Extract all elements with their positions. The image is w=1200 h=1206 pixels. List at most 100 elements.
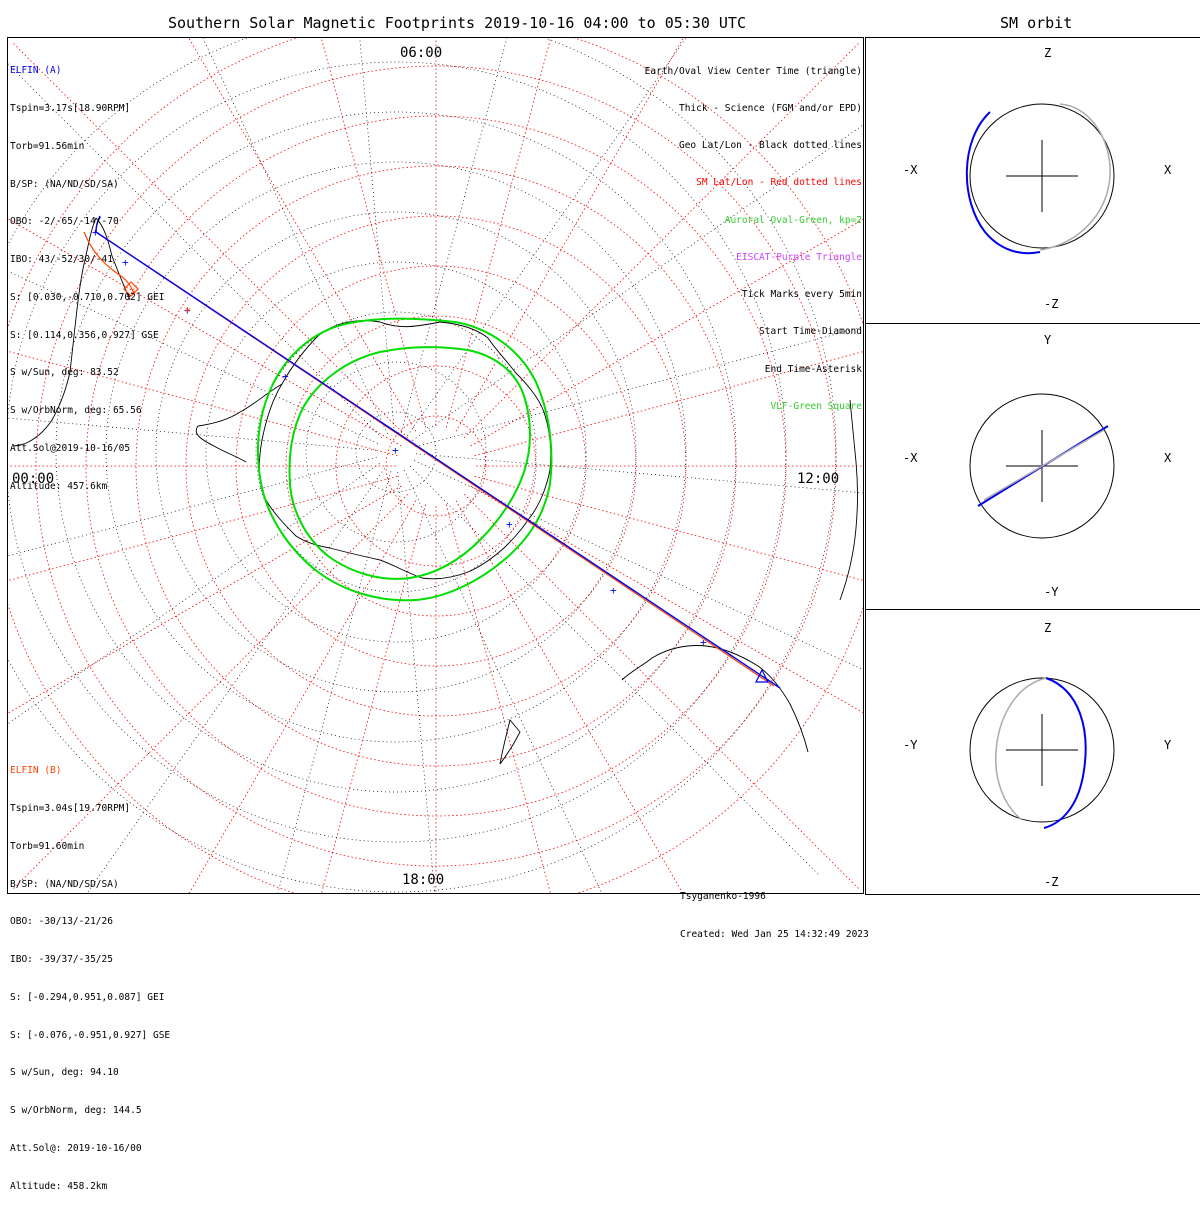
sm-longitude-line: [464, 494, 861, 891]
geo-latitude-circle: [305, 361, 487, 543]
elfin-b-line: B/SP: (NA/ND/SD/SA): [10, 878, 119, 890]
tick-mark: +: [392, 444, 399, 457]
geo-longitude-line: [8, 417, 377, 451]
antarctic-peninsula: [195, 383, 283, 463]
end-asterisk-marker: *: [184, 305, 191, 319]
new-zealand: [499, 719, 521, 765]
sm-longitude-line: [188, 38, 417, 432]
elfin-b-line: Torb=91.60min: [10, 840, 85, 852]
elfin-b-line: Tspin=3.04s[19.70RPM]: [10, 802, 131, 814]
elfin-a-line: S w/Sun, deg: 83.52: [10, 367, 119, 379]
geo-longitude-line: [359, 38, 395, 433]
sm-longitude-line: [455, 500, 683, 893]
elfin-a-track-start: [95, 215, 101, 233]
earth-outline: [969, 677, 1115, 823]
elfin-a-line: Att.Sol@2019-10-16/05: [10, 443, 131, 454]
tick-mark: +: [610, 584, 617, 597]
auroral-oval-inner: [288, 346, 531, 580]
elfin-b-orbit: [995, 677, 1047, 821]
legend-item: Thick - Science (FGM and/or EPD): [678, 103, 862, 115]
map-frame: [7, 37, 864, 894]
map-title: Southern Solar Magnetic Footprints 2019-…: [168, 14, 746, 32]
tick-mark: +: [184, 304, 191, 317]
sm-longitude-line: [11, 41, 408, 438]
geo-longitude-line: [407, 38, 687, 436]
elfin-b-line: S: [-0.076,-0.951,0.927] GSE: [10, 1029, 171, 1041]
geo-grid: [8, 38, 863, 893]
panel1-left-label: -X: [903, 163, 918, 177]
panel2-left-label: -X: [903, 451, 918, 465]
elfin-a-line: S w/OrbNorm, deg: 65.56: [10, 405, 142, 417]
elfin-a-line: Altitude: 457.6km: [10, 480, 108, 492]
tick-mark: +: [506, 518, 513, 531]
panel3-bottom-label: -Z: [1044, 875, 1058, 889]
sm-longitude-line: [189, 500, 417, 893]
geo-longitude-line: [413, 460, 863, 671]
elfin-b-line: S w/OrbNorm, deg: 144.5: [10, 1105, 142, 1117]
auroral-ovals: [256, 317, 553, 602]
geo-latitude-circle: [205, 261, 587, 643]
africa-coastline: [839, 399, 858, 601]
geo-longitude-line: [415, 326, 863, 448]
earth-outline: [969, 393, 1115, 539]
elfin-b-orbit: [1039, 103, 1111, 251]
elfin-a-line: S: [0.030,-0.710,0.702] GEI: [10, 291, 165, 303]
geo-latitude-circle: [255, 311, 537, 593]
sm-longitude-line: [445, 504, 551, 893]
elfin-b-line: S w/Sun, deg: 94.10: [10, 1067, 119, 1079]
panel3-left-label: -Y: [903, 738, 918, 752]
antarctica-coastline: [258, 320, 552, 580]
tick-mark: +: [122, 256, 129, 269]
model-label: Tsyganenko-1996: [680, 891, 766, 903]
mlt-label-bottom: 18:00: [402, 872, 444, 888]
created-label: Created: Wed Jan 25 14:32:49 2023: [680, 928, 869, 940]
sm-longitude-line: [320, 38, 427, 428]
elfin-b-line: Altitude: 458.2km: [10, 1180, 108, 1192]
legend-item: VLF-Green Square: [770, 400, 862, 412]
panel3-right-label: Y: [1164, 738, 1172, 752]
sm-longitude-line: [474, 351, 863, 457]
panel2-top-label: Y: [1044, 333, 1052, 347]
geo-longitude-line: [8, 456, 377, 557]
legend-item: Earth/Oval View Center Time (triangle): [644, 65, 862, 77]
legend-item: Tick Marks every 5min: [741, 289, 862, 301]
sm-longitude-line: [8, 218, 402, 447]
sm-longitude-line: [455, 38, 684, 432]
sm-longitude-line: [321, 504, 427, 893]
sm-longitude-line: [8, 485, 402, 714]
legend-item: Geo Lat/Lon - Black dotted lines: [678, 140, 862, 152]
elfin-a-name: ELFIN (A): [10, 65, 62, 77]
legend-item: Start Time-Diamond: [759, 326, 862, 338]
geo-latitude-circle: [8, 61, 787, 843]
sm-latitude-circle: [285, 315, 587, 617]
mlt-label-top: 06:00: [400, 45, 442, 61]
panel3-top-label: Z: [1044, 621, 1051, 635]
footprint-tracks: ++++++++*: [83, 215, 781, 689]
south-america-coastline: [13, 217, 97, 447]
view-center-triangle: [755, 668, 769, 683]
orbit-panels-frame: [865, 37, 1200, 895]
geo-longitude-line: [404, 469, 603, 893]
australia-south: [621, 657, 653, 681]
mlt-label-right: 12:00: [797, 471, 839, 487]
sm-longitude-line: [474, 475, 863, 581]
orbit-plots: Z -Z -X X Y -Y -X X Z -Z -Y Y: [903, 46, 1172, 889]
elfin-b-line: Att.Sol@: 2019-10-16/00: [10, 1143, 142, 1154]
geo-longitude-line: [8, 63, 383, 439]
australia-coastline: [651, 645, 809, 753]
geo-longitude-line: [415, 453, 863, 494]
panel2-bottom-label: -Y: [1044, 585, 1059, 599]
mlt-label-left: 00:00: [12, 471, 54, 487]
elfin-b-name: ELFIN (B): [10, 765, 62, 777]
elfin-b-track-start: [83, 231, 135, 295]
elfin-a-orbit: [1043, 677, 1087, 829]
elfin-b-line: S: [-0.294,0.951,0.087] GEI: [10, 991, 165, 1003]
sm-latitude-circle: [85, 115, 787, 817]
elfin-b-info: ELFIN (B) Tspin=3.04s[19.70RPM] Torb=91.…: [10, 740, 170, 1206]
sm-longitude-line: [8, 475, 398, 582]
panel1-bottom-label: -Z: [1044, 297, 1058, 311]
elfin-b-line: IBO: -39/37/-35/25: [10, 954, 113, 966]
map-legend: Earth/Oval View Center Time (triangle) T…: [645, 41, 862, 426]
geo-longitude-line: [8, 463, 380, 725]
elfin-a-info: ELFIN (A) Tspin=3.17s[18.90RPM] Torb=91.…: [10, 40, 164, 506]
